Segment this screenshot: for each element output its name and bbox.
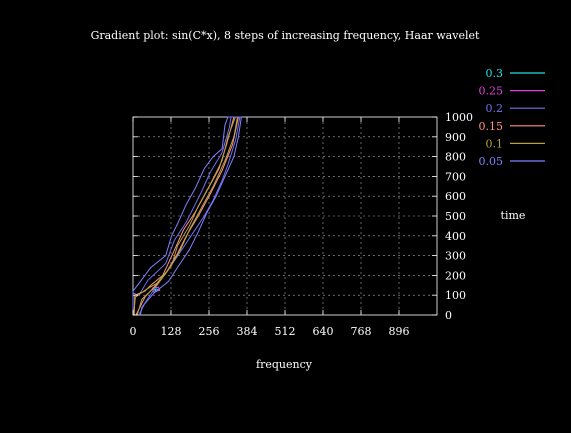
x-tick-label: 512	[275, 325, 296, 338]
y-tick-label: 500	[445, 210, 466, 223]
y-tick-label: 100	[445, 289, 466, 302]
y-tick-label: 900	[445, 131, 466, 144]
legend: 0.3 0.25 0.2 0.15 0.1 0.05	[479, 67, 545, 168]
x-axis-ticks: 0 128 256 384 512 640 768 896	[130, 117, 410, 338]
legend-label: 0.2	[486, 102, 504, 115]
y-axis-label: time	[501, 209, 526, 222]
y-tick-label: 0	[445, 309, 452, 322]
x-tick-label: 384	[237, 325, 258, 338]
grid	[132, 116, 438, 316]
y-tick-label: 700	[445, 170, 466, 183]
y-tick-label: 600	[445, 190, 466, 203]
y-tick-label: 400	[445, 230, 466, 243]
chart-title: Gradient plot: sin(C*x), 8 steps of incr…	[91, 29, 480, 42]
legend-label: 0.25	[479, 85, 504, 98]
y-tick-label: 200	[445, 269, 466, 282]
contour-line-0.05	[132, 116, 242, 316]
x-tick-label: 128	[161, 325, 182, 338]
x-tick-label: 640	[313, 325, 334, 338]
y-tick-label: 300	[445, 250, 466, 263]
legend-label: 0.3	[486, 67, 504, 80]
y-tick-label: 1000	[445, 111, 473, 124]
legend-label: 0.05	[479, 155, 504, 168]
contour-lines	[132, 116, 242, 316]
x-tick-label: 0	[130, 325, 137, 338]
legend-label: 0.15	[479, 120, 504, 133]
legend-label: 0.1	[486, 137, 504, 150]
y-tick-label: 800	[445, 151, 466, 164]
y-axis-ticks: 0 100 200 300 400 500 600 700 800 900 1000	[133, 111, 473, 322]
x-axis-label: frequency	[256, 358, 313, 371]
x-tick-label: 896	[389, 325, 410, 338]
x-tick-label: 256	[199, 325, 220, 338]
x-tick-label: 768	[351, 325, 372, 338]
